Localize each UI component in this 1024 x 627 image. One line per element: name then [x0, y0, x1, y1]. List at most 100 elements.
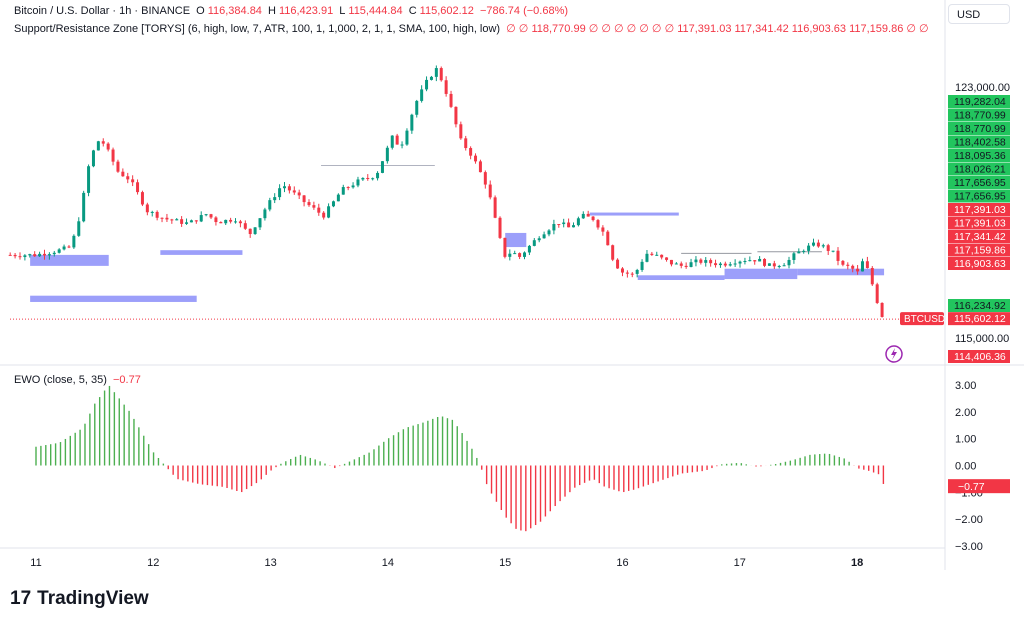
candle-body: [763, 258, 767, 266]
candle-body: [96, 141, 100, 151]
candle-body: [425, 79, 429, 90]
price-tag-box: [948, 312, 1010, 326]
ewo-histogram: [35, 385, 885, 532]
candle-body: [8, 254, 12, 256]
candle-body: [709, 260, 713, 264]
candle-body: [140, 192, 144, 205]
candle-body: [287, 186, 291, 191]
candle-body: [616, 259, 620, 269]
candle-body: [493, 197, 497, 218]
price-tag-label: 114,406.36: [954, 351, 1006, 363]
ewo-legend: EWO (close, 5, 35) −0.77: [14, 374, 144, 386]
candle-body: [155, 211, 159, 218]
candle-body: [704, 260, 708, 263]
symbol-title[interactable]: Bitcoin / U.S. Dollar · 1h · BINANCE: [14, 5, 191, 17]
candle-body: [380, 161, 384, 173]
candle-body: [165, 217, 169, 220]
candle-body: [229, 219, 233, 222]
candle-body: [856, 268, 860, 272]
candle-body: [150, 211, 154, 213]
candle-body: [62, 246, 66, 250]
price-tag-label: 118,402.58: [954, 137, 1006, 149]
open-value: 116,384.84: [207, 5, 262, 17]
candle-body: [87, 166, 91, 193]
close-value: 115,602.12: [419, 5, 474, 17]
candle-body: [699, 259, 703, 263]
candle-body: [684, 265, 688, 267]
ewo-y-tick-label: −3.00: [955, 541, 983, 553]
candle-body: [185, 222, 189, 224]
zone-rect: [637, 275, 725, 280]
indicator-title[interactable]: Support/Resistance Zone [TORYS] (6, high…: [14, 23, 501, 35]
candle-body: [464, 138, 468, 149]
candle-body: [679, 263, 683, 266]
candle-body: [434, 68, 438, 77]
price-tag-box: [948, 162, 1010, 176]
candle-body: [72, 235, 76, 248]
candle-body: [552, 224, 556, 231]
ewo-y-tick-label: 1.00: [955, 434, 976, 446]
candle-body: [273, 197, 277, 201]
header-row-1: Bitcoin / U.S. Dollar · 1h · BINANCE O 11…: [14, 5, 571, 17]
tradingview-logo[interactable]: 17 TradingView: [10, 588, 149, 610]
candle-body: [645, 253, 649, 262]
price-tag-label: 117,341.42: [954, 231, 1006, 243]
candle-body: [807, 245, 811, 251]
candle-body: [400, 144, 404, 146]
candle-body: [620, 268, 624, 273]
candle-body: [826, 245, 830, 251]
price-tag-label: 117,656.95: [954, 191, 1006, 203]
candle-body: [248, 228, 252, 235]
zone-rect: [160, 250, 243, 255]
price-tag-label: 118,770.99: [954, 123, 1006, 135]
candle-body: [47, 254, 51, 256]
candle-body: [444, 80, 448, 94]
candle-body: [101, 141, 105, 144]
candle-body: [376, 172, 380, 179]
open-label: O: [196, 5, 205, 17]
candle-body: [317, 207, 321, 213]
candle-body: [738, 261, 742, 264]
price-tag-label: 116,903.63: [954, 258, 1006, 270]
candle-body: [547, 230, 551, 235]
ewo-title[interactable]: EWO (close, 5, 35): [14, 374, 107, 386]
candle-body: [611, 245, 615, 260]
candle-body: [28, 254, 32, 256]
candle-body: [812, 242, 816, 246]
ewo-y-tick-label: 2.00: [955, 407, 976, 419]
candle-body: [665, 257, 669, 260]
candle-body: [238, 221, 242, 224]
lightning-bolt-icon: [891, 348, 897, 360]
high-value: 116,423.91: [278, 5, 334, 17]
candle-body: [420, 89, 424, 101]
close-label: C: [408, 5, 417, 17]
candle-body: [336, 194, 340, 202]
ewo-y-tick-label: 0.00: [955, 461, 976, 473]
candle-body: [136, 182, 140, 193]
candle-body: [297, 192, 301, 196]
candle-body: [175, 219, 179, 221]
candle-body: [596, 220, 600, 228]
candle-body: [292, 190, 296, 193]
candle-body: [865, 261, 869, 269]
x-tick-label: 14: [382, 557, 394, 569]
candle-body: [787, 259, 791, 266]
candle-body: [728, 264, 732, 266]
candle-body: [189, 220, 193, 223]
tradingview-wordmark: TradingView: [37, 588, 149, 609]
candle-body: [503, 237, 507, 257]
currency-button[interactable]: USD: [948, 4, 1010, 24]
header-row-2: Support/Resistance Zone [TORYS] (6, high…: [14, 22, 932, 35]
low-label: L: [339, 5, 346, 17]
candle-body: [576, 218, 580, 226]
price-tag-label: 115,602.12: [954, 313, 1006, 325]
price-tag-label: 118,770.99: [954, 110, 1006, 122]
support-resistance-zones: [30, 164, 885, 302]
candle-body: [630, 273, 634, 275]
candle-body: [875, 284, 879, 303]
zone-rect: [30, 295, 197, 302]
candle-body: [160, 217, 164, 219]
price-tag-box: [948, 189, 1010, 203]
